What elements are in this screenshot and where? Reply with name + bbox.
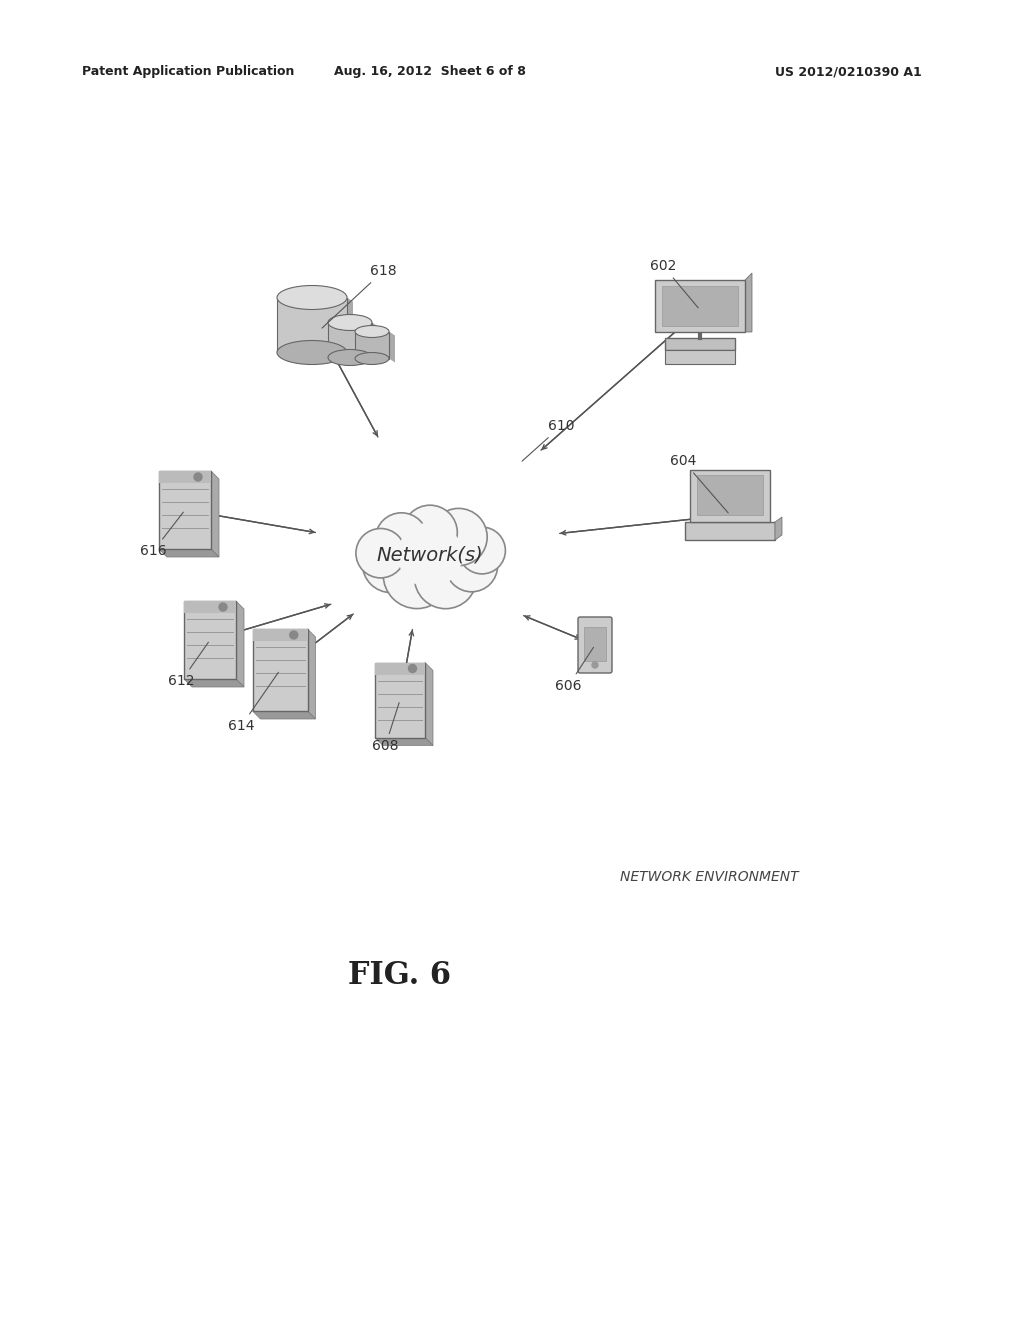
FancyBboxPatch shape (159, 471, 211, 483)
Polygon shape (236, 601, 244, 686)
Polygon shape (253, 711, 315, 719)
Circle shape (592, 663, 598, 668)
Ellipse shape (278, 285, 347, 309)
Text: 602: 602 (650, 259, 698, 308)
Polygon shape (184, 678, 244, 686)
FancyBboxPatch shape (685, 521, 775, 540)
Ellipse shape (355, 326, 389, 338)
Polygon shape (775, 517, 782, 540)
Polygon shape (278, 297, 347, 352)
Polygon shape (372, 322, 378, 362)
Ellipse shape (328, 350, 372, 366)
FancyBboxPatch shape (697, 475, 763, 515)
Circle shape (409, 664, 417, 672)
Text: US 2012/0210390 A1: US 2012/0210390 A1 (775, 66, 922, 78)
Circle shape (383, 541, 451, 609)
Polygon shape (745, 273, 752, 333)
Text: 612: 612 (168, 643, 209, 688)
FancyBboxPatch shape (662, 286, 738, 326)
Text: Aug. 16, 2012  Sheet 6 of 8: Aug. 16, 2012 Sheet 6 of 8 (334, 66, 526, 78)
Circle shape (445, 540, 498, 591)
Circle shape (430, 508, 487, 565)
FancyBboxPatch shape (253, 630, 307, 642)
Polygon shape (307, 630, 315, 719)
Circle shape (402, 506, 458, 560)
Text: Patent Application Publication: Patent Application Publication (82, 66, 294, 78)
FancyBboxPatch shape (375, 663, 425, 675)
Circle shape (459, 527, 506, 574)
Polygon shape (425, 663, 433, 746)
FancyBboxPatch shape (578, 616, 612, 673)
FancyBboxPatch shape (655, 280, 745, 333)
Ellipse shape (278, 341, 347, 364)
Circle shape (356, 528, 406, 578)
Text: 604: 604 (670, 454, 728, 513)
FancyBboxPatch shape (159, 471, 211, 549)
Polygon shape (328, 322, 372, 358)
FancyBboxPatch shape (584, 627, 606, 661)
FancyBboxPatch shape (665, 350, 735, 364)
Text: 616: 616 (140, 512, 183, 558)
Circle shape (415, 546, 477, 609)
Circle shape (397, 523, 463, 587)
FancyBboxPatch shape (665, 338, 735, 350)
Circle shape (194, 473, 202, 480)
Text: 610: 610 (522, 418, 574, 461)
Text: FIG. 6: FIG. 6 (348, 960, 452, 991)
Circle shape (290, 631, 298, 639)
FancyBboxPatch shape (184, 601, 236, 678)
Text: 614: 614 (228, 672, 279, 733)
Text: 618: 618 (322, 264, 396, 329)
FancyBboxPatch shape (690, 470, 770, 521)
Polygon shape (211, 471, 219, 557)
Text: 608: 608 (372, 702, 399, 752)
Text: 606: 606 (555, 647, 594, 693)
Circle shape (362, 536, 420, 593)
FancyBboxPatch shape (375, 663, 425, 738)
Text: NETWORK ENVIRONMENT: NETWORK ENVIRONMENT (620, 870, 799, 884)
FancyBboxPatch shape (184, 601, 236, 612)
Polygon shape (347, 297, 353, 356)
Polygon shape (355, 331, 389, 359)
Polygon shape (375, 738, 433, 746)
Circle shape (376, 512, 427, 565)
Polygon shape (389, 331, 395, 363)
FancyBboxPatch shape (253, 630, 307, 711)
Ellipse shape (355, 352, 389, 364)
Circle shape (219, 603, 227, 611)
Ellipse shape (328, 314, 372, 330)
Text: Network(s): Network(s) (377, 545, 483, 565)
Polygon shape (159, 549, 219, 557)
